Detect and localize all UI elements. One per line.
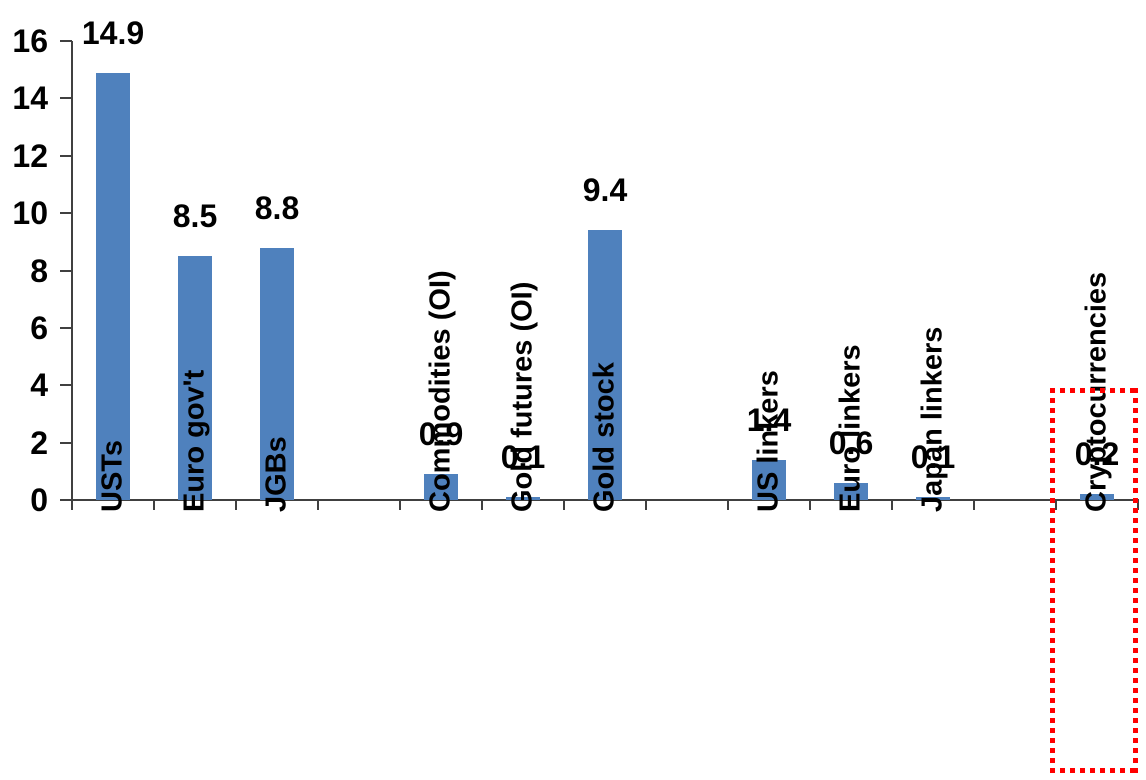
- bar-euro-linkers: [834, 482, 868, 500]
- value-label-euro-gov-t: 8.5: [172, 198, 218, 235]
- bar-japan-linkers: [916, 497, 950, 500]
- x-axis-tick: [809, 500, 811, 510]
- x-axis-tick: [563, 500, 565, 510]
- bar-euro-gov-t: [178, 256, 212, 500]
- value-label-jgbs: 8.8: [254, 189, 300, 226]
- x-axis-tick: [235, 500, 237, 510]
- bar-usts: [96, 72, 130, 500]
- x-axis-tick: [481, 500, 483, 510]
- y-axis-tick: [60, 326, 72, 329]
- y-axis-tick: [60, 40, 72, 42]
- y-axis-tick-label: 16: [12, 23, 48, 59]
- x-axis-tick: [891, 500, 893, 510]
- bar-jgbs: [260, 247, 294, 500]
- x-axis-tick: [1137, 500, 1139, 510]
- x-axis-tick: [153, 500, 155, 510]
- bar-gold-futures-oi: [506, 497, 540, 500]
- x-axis-tick: [727, 500, 729, 510]
- value-label-gold-futures-oi: 0.1: [500, 439, 546, 476]
- value-label-usts: 14.9: [81, 14, 145, 51]
- x-axis-tick: [645, 500, 647, 510]
- y-axis-tick-label: 6: [30, 309, 48, 346]
- y-axis-tick-label: 2: [30, 424, 48, 461]
- value-label-commodities-oi: 0.9: [418, 416, 464, 453]
- x-axis-line: [71, 499, 1139, 501]
- x-axis-tick: [317, 500, 319, 510]
- y-axis-tick: [60, 212, 72, 215]
- bar-commodities-oi: [424, 474, 458, 500]
- y-axis-tick-label: 4: [30, 367, 48, 404]
- value-label-gold-stock: 9.4: [582, 172, 628, 209]
- y-axis-tick-label: 14: [12, 80, 48, 117]
- y-axis-tick-label: 8: [30, 252, 48, 289]
- y-axis-tick: [60, 499, 72, 501]
- bar-gold-stock: [588, 230, 622, 500]
- x-axis-tick: [973, 500, 975, 510]
- highlight-box-cryptocurrencies: [1050, 388, 1138, 773]
- x-axis-tick: [71, 500, 73, 510]
- y-axis-tick-label: 12: [12, 137, 48, 174]
- y-axis-tick: [60, 441, 72, 444]
- bar-us-linkers: [752, 459, 786, 500]
- value-label-euro-linkers: 0.6: [828, 424, 874, 461]
- y-axis-tick: [60, 384, 72, 387]
- y-axis-tick-label: 10: [12, 195, 48, 232]
- y-axis-line: [71, 41, 73, 510]
- y-axis-tick-label: 0: [30, 482, 48, 518]
- y-axis-tick: [60, 97, 72, 100]
- y-axis-tick: [60, 154, 72, 157]
- value-label-us-linkers: 1.4: [746, 401, 792, 438]
- y-axis-tick: [60, 269, 72, 272]
- x-axis-tick: [399, 500, 401, 510]
- value-label-japan-linkers: 0.1: [910, 439, 956, 476]
